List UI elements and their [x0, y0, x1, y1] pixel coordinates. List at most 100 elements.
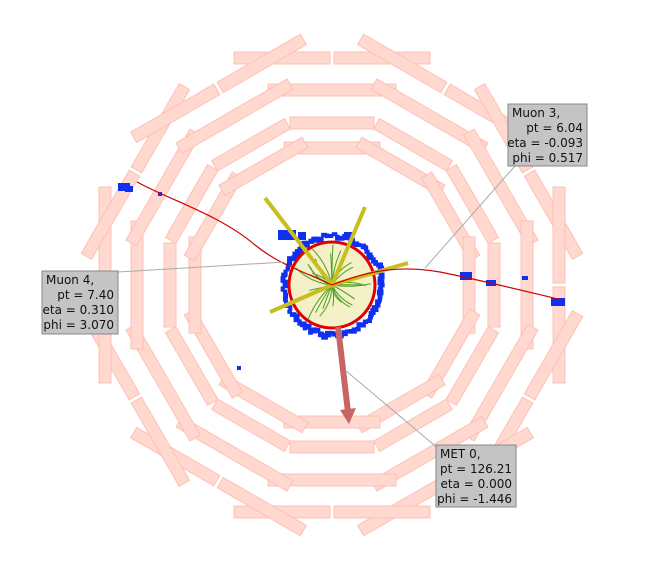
deposit — [377, 276, 383, 282]
deposit — [285, 263, 291, 270]
deposit — [364, 249, 370, 254]
chamber — [289, 116, 375, 130]
label-connectors — [117, 165, 516, 451]
deposit — [368, 255, 374, 261]
deposit — [125, 186, 133, 192]
deposit — [551, 298, 565, 306]
deposit — [291, 255, 299, 262]
chamber-face — [175, 78, 294, 155]
chamber — [164, 325, 219, 407]
label-line: pt = 6.04 — [526, 121, 583, 135]
deposit — [350, 240, 356, 246]
chamber — [210, 398, 292, 453]
deposit — [357, 242, 362, 248]
deposit — [321, 333, 328, 340]
chamber — [218, 136, 309, 197]
deposit — [280, 276, 286, 283]
deposit — [293, 318, 299, 323]
deposit — [280, 286, 285, 292]
deposit — [377, 279, 385, 286]
deposit — [283, 292, 289, 300]
deposit — [314, 236, 322, 243]
deposit — [324, 330, 332, 338]
chamber-face — [164, 163, 219, 245]
connector — [344, 369, 441, 451]
jet — [263, 196, 334, 287]
chamber-face — [445, 325, 500, 407]
chamber — [552, 186, 566, 284]
deposit — [306, 323, 312, 330]
chamber-face — [289, 440, 375, 454]
chamber — [164, 163, 219, 245]
chamber — [356, 33, 448, 94]
deposit — [293, 313, 300, 320]
chamber-face — [210, 117, 292, 172]
chamber — [445, 163, 500, 245]
deposit — [373, 260, 378, 266]
chamber-face — [163, 242, 177, 328]
deposit — [315, 327, 321, 333]
deposit — [158, 192, 162, 196]
label-line: phi = 3.070 — [43, 318, 114, 332]
deposit — [377, 265, 385, 271]
deposit — [360, 243, 367, 250]
deposit — [297, 319, 302, 326]
met-arrow — [335, 326, 351, 413]
muon-track — [331, 268, 563, 301]
chamber-face — [372, 117, 454, 172]
label-box — [41, 270, 119, 335]
deposit — [283, 279, 290, 286]
deposit — [351, 327, 357, 334]
label-title: Muon 4, — [46, 273, 94, 287]
chamber — [372, 398, 454, 453]
deposit — [286, 260, 293, 266]
deposit — [460, 272, 472, 280]
chamber — [163, 242, 177, 328]
chamber-face — [372, 398, 454, 453]
deposit — [348, 328, 353, 334]
deposit — [354, 241, 360, 247]
deposit — [360, 322, 366, 328]
connector — [424, 165, 516, 269]
chamber-face — [218, 136, 309, 197]
deposit — [237, 366, 241, 370]
jet — [330, 206, 367, 286]
deposit — [305, 240, 310, 248]
chamber — [210, 117, 292, 172]
deposit — [283, 269, 288, 277]
deposit — [338, 235, 345, 241]
chamber — [80, 169, 141, 261]
deposit — [287, 309, 292, 314]
deposit — [282, 283, 288, 289]
deposit — [375, 299, 382, 304]
deposit — [298, 232, 306, 240]
chamber — [372, 117, 454, 172]
jets — [263, 196, 409, 314]
deposit — [278, 230, 296, 240]
jet — [331, 261, 409, 287]
label-line: eta = 0.000 — [441, 477, 512, 491]
deposit — [377, 286, 384, 292]
deposit — [376, 289, 384, 296]
deposit — [376, 262, 384, 268]
chamber — [216, 476, 308, 537]
connector — [117, 261, 286, 273]
deposit — [289, 312, 297, 317]
label-line: eta = 0.310 — [43, 303, 114, 317]
chamber-face — [164, 325, 219, 407]
deposit — [317, 331, 324, 338]
label-title: MET 0, — [440, 447, 481, 461]
chamber-face — [129, 33, 308, 144]
label-box — [507, 103, 588, 167]
deposit — [318, 237, 324, 243]
deposit — [118, 183, 130, 191]
label-line: pt = 126.21 — [440, 462, 512, 476]
label-title: Muon 3, — [512, 106, 560, 120]
deposit — [378, 272, 385, 280]
deposit — [331, 232, 338, 237]
deposit — [362, 319, 368, 325]
deposit — [368, 314, 373, 320]
